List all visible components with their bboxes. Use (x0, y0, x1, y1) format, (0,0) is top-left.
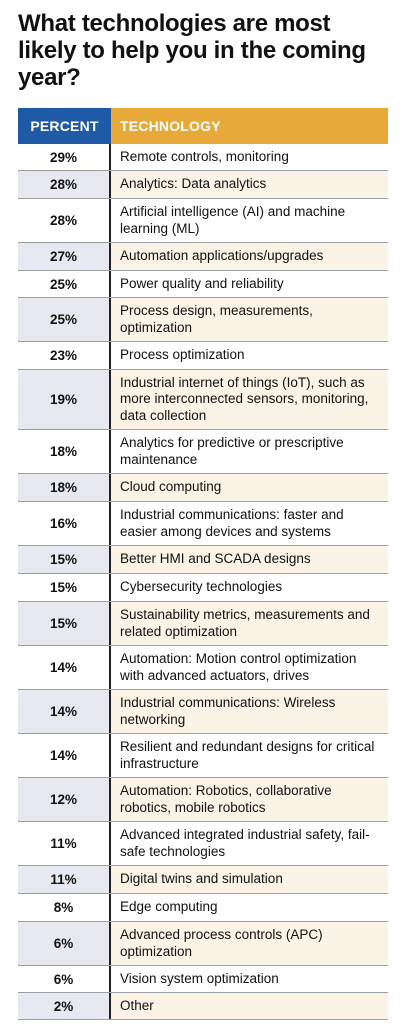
table-row: 15% Cybersecurity technologies (18, 574, 388, 602)
technology-cell: Cloud computing (111, 474, 388, 501)
percent-cell: 14% (18, 690, 111, 733)
percent-cell: 25% (18, 298, 111, 341)
table-row: 8% Edge computing (18, 894, 388, 922)
table-row: 19% Industrial internet of things (IoT), … (18, 370, 388, 430)
percent-cell: 14% (18, 646, 111, 689)
table-row: 18% Cloud computing (18, 474, 388, 502)
technology-cell: Power quality and reliability (120, 275, 284, 291)
technology-cell: Remote controls, monitoring (120, 148, 289, 164)
table-row: 23% Process optimization (18, 342, 388, 370)
table-row: 18% Analytics for predictive or prescript… (18, 430, 388, 474)
technology-cell: Better HMI and SCADA designs (111, 546, 388, 573)
technology-cell: Process optimization (120, 347, 245, 363)
table-row: 25% Power quality and reliability (18, 271, 388, 298)
percent-cell: 15% (18, 574, 111, 601)
percent-cell: 11% (18, 866, 111, 893)
technology-cell: Automation applications/upgrades (111, 243, 388, 270)
percent-cell: 29% (18, 144, 111, 170)
percent-cell: 16% (18, 502, 111, 545)
percent-cell: 6% (18, 922, 111, 965)
table-row: 25% Process design, measurements, optimiz… (18, 298, 388, 342)
technology-cell: Other (111, 993, 388, 1019)
percent-cell: 25% (18, 271, 111, 297)
technology-cell: Vision system optimization (120, 970, 279, 986)
table-row: 11% Digital twins and simulation (18, 866, 388, 894)
table-row: 15% Sustainability metrics, measurements … (18, 602, 388, 646)
table-body: 29% Remote controls, monitoring 28% Analyti… (18, 144, 388, 1020)
table-row: 28% Analytics: Data analytics (18, 171, 388, 199)
table-row: 11% Advanced integrated industrial safety… (18, 822, 388, 866)
technology-cell: Industrial communications: faster and ea… (120, 507, 344, 539)
technology-cell: Cybersecurity technologies (120, 579, 283, 595)
table-header: PERCENT TECHNOLOGY (18, 108, 388, 144)
percent-cell: 28% (18, 199, 111, 242)
percent-cell: 12% (18, 778, 111, 821)
table-row: 16% Industrial communications: faster and… (18, 502, 388, 546)
table-row: 15% Better HMI and SCADA designs (18, 546, 388, 574)
technology-cell: Automation: Robotics, collaborative robo… (111, 778, 388, 821)
percent-cell: 23% (18, 342, 111, 369)
table-row: 2% Other (18, 993, 388, 1020)
technology-cell: Advanced process controls (APC) optimiza… (111, 922, 388, 965)
percent-cell: 2% (18, 993, 111, 1019)
technology-cell: Industrial internet of things (IoT), suc… (111, 370, 388, 429)
percent-column-header: PERCENT (18, 108, 111, 144)
table-row: 6% Advanced process controls (APC) optimi… (18, 922, 388, 966)
technology-cell: Resilient and redundant designs for crit… (120, 739, 375, 771)
table-row: 29% Remote controls, monitoring (18, 144, 388, 171)
table-row: 28% Artificial intelligence (AI) and mach… (18, 199, 388, 243)
percent-cell: 19% (18, 370, 111, 429)
technology-table: PERCENT TECHNOLOGY 29% Remote controls, m… (18, 108, 388, 1020)
table-row: 14% Automation: Motion control optimizati… (18, 646, 388, 690)
percent-cell: 15% (18, 602, 111, 645)
technology-cell: Analytics for predictive or prescriptive… (120, 435, 344, 467)
technology-cell: Analytics: Data analytics (111, 171, 388, 198)
technology-cell: Industrial communications: Wireless netw… (111, 690, 388, 733)
percent-cell: 6% (18, 966, 111, 992)
technology-cell: Process design, measurements, optimizati… (111, 298, 388, 341)
percent-cell: 18% (18, 430, 111, 473)
table-row: 27% Automation applications/upgrades (18, 243, 388, 271)
percent-cell: 8% (18, 894, 111, 921)
table-row: 14% Resilient and redundant designs for c… (18, 734, 388, 778)
percent-cell: 28% (18, 171, 111, 198)
technology-cell: Advanced integrated industrial safety, f… (120, 827, 370, 859)
chart-title: What technologies are most likely to hel… (18, 10, 366, 91)
technology-column-header: TECHNOLOGY (111, 108, 388, 144)
technology-cell: Artificial intelligence (AI) and machine… (120, 204, 346, 236)
technology-cell: Sustainability metrics, measurements and… (111, 602, 388, 645)
technology-cell: Edge computing (120, 899, 218, 915)
percent-cell: 27% (18, 243, 111, 270)
technology-cell: Digital twins and simulation (111, 866, 388, 893)
table-row: 14% Industrial communications: Wireless n… (18, 690, 388, 734)
table-row: 6% Vision system optimization (18, 966, 388, 993)
table-row: 12% Automation: Robotics, collaborative r… (18, 778, 388, 822)
percent-cell: 15% (18, 546, 111, 573)
technology-cell: Automation: Motion control optimization … (120, 651, 357, 683)
percent-cell: 18% (18, 474, 111, 501)
percent-cell: 11% (18, 822, 111, 865)
percent-cell: 14% (18, 734, 111, 777)
